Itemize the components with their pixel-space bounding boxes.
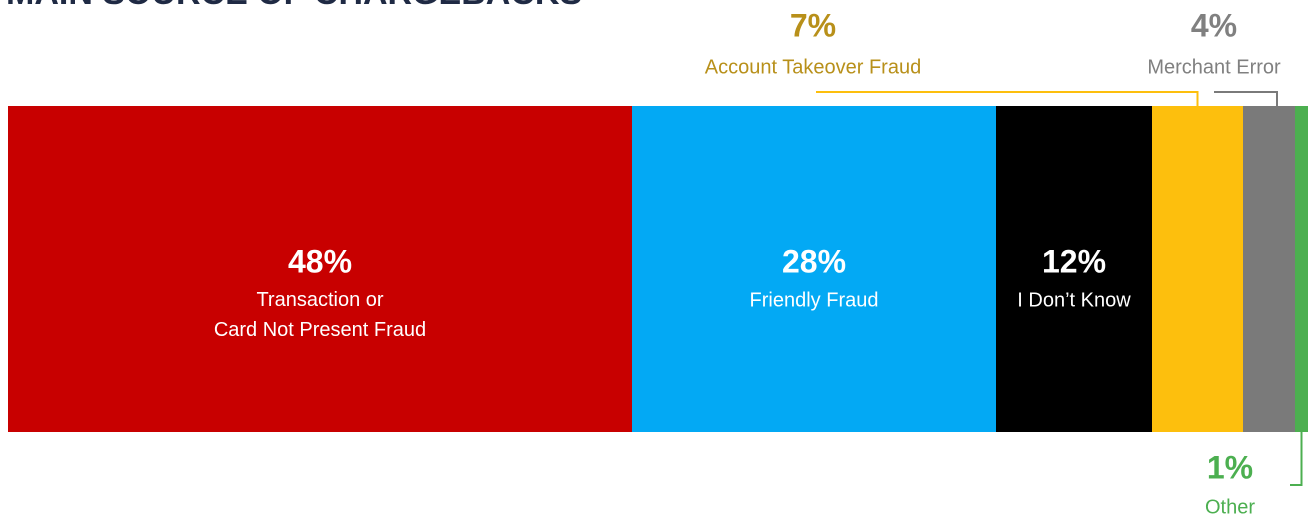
bar-segment	[8, 106, 632, 432]
category-label: Other	[1205, 496, 1255, 518]
bar-segment	[996, 106, 1152, 432]
leader-line	[1214, 91, 1278, 106]
category-label: Friendly Fraud	[750, 289, 879, 311]
leader-line	[1290, 432, 1303, 486]
bar-segment	[1295, 106, 1308, 432]
chart-title: MAIN SOURCE OF CHARGEBACKS	[6, 0, 582, 12]
value-label: 4%	[1191, 7, 1237, 43]
bar-segment	[632, 106, 996, 432]
value-label: 48%	[288, 243, 352, 279]
bar-segment	[1152, 106, 1243, 432]
value-label: 12%	[1042, 243, 1106, 279]
category-label: Account Takeover Fraud	[705, 56, 921, 78]
bar-segment	[1243, 106, 1295, 432]
leader-line	[816, 91, 1199, 106]
category-label: Merchant Error	[1147, 56, 1281, 78]
category-label: Transaction or Card Not Present Fraud	[214, 289, 426, 341]
value-label: 7%	[790, 7, 836, 43]
category-label: I Don’t Know	[1017, 289, 1131, 311]
value-label: 1%	[1207, 449, 1253, 485]
value-label: 28%	[782, 243, 846, 279]
